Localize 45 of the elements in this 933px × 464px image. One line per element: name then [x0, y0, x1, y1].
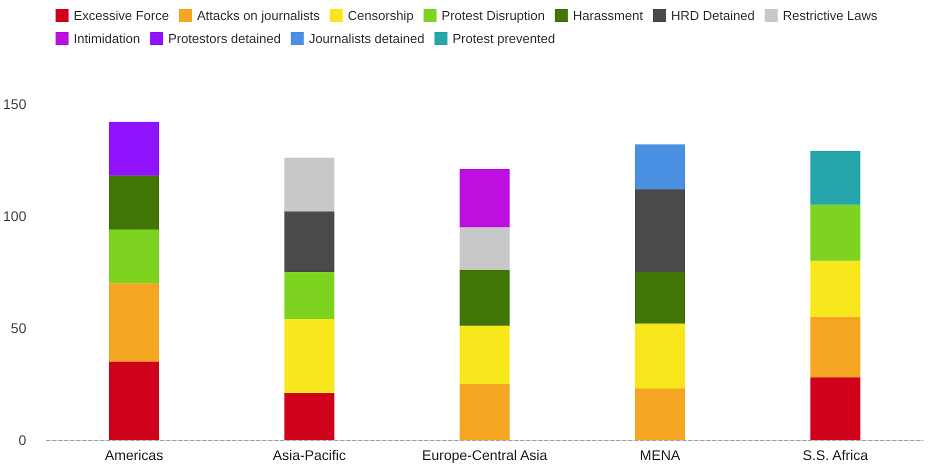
legend-label: Censorship	[348, 8, 414, 23]
bar	[460, 227, 510, 270]
bar	[810, 151, 860, 205]
bar	[109, 283, 160, 362]
bar	[635, 144, 686, 190]
x-tick-label: S.S. Africa	[802, 447, 868, 463]
bar	[460, 168, 510, 228]
legend-label: HRD Detained	[670, 8, 755, 23]
bar	[460, 326, 510, 384]
bar	[635, 388, 686, 440]
bar	[460, 384, 510, 440]
y-tick-label: 0	[18, 432, 27, 448]
bar	[635, 324, 686, 388]
y-tick-label: 50	[10, 320, 27, 336]
y-tick-label: 150	[3, 96, 27, 112]
legend-label: Journalists detained	[308, 31, 424, 46]
x-tick-label: Europe-Central Asia	[422, 447, 548, 463]
y-tick-label: 100	[3, 208, 27, 224]
bar	[109, 229, 160, 284]
bar	[460, 270, 510, 326]
bar	[109, 176, 160, 230]
bar	[810, 204, 860, 261]
legend-label: Protest prevented	[452, 31, 556, 46]
legend-label: Excessive Force	[74, 8, 169, 23]
x-tick-label: Asia-Pacific	[272, 447, 346, 463]
legend-label: Restrictive Laws	[782, 8, 878, 23]
bar	[635, 272, 686, 324]
legend-label: Protestors detained	[168, 31, 281, 46]
legend-label: Intimidation	[74, 31, 140, 46]
legend-label: Attacks on journalists	[196, 8, 320, 23]
bar	[635, 189, 686, 272]
legend-label: Protest Disruption	[442, 8, 545, 23]
bar	[810, 316, 860, 378]
bar	[284, 272, 334, 320]
bar	[284, 392, 334, 440]
bar	[284, 319, 334, 393]
x-tick-label: MENA	[640, 447, 681, 463]
bar	[810, 260, 860, 317]
legend-label: Harassment	[572, 8, 644, 23]
bar	[284, 158, 334, 212]
bar	[109, 362, 160, 440]
bar	[109, 122, 160, 176]
bar	[284, 212, 334, 272]
x-tick-label: Americas	[104, 447, 164, 463]
bar	[810, 377, 860, 440]
